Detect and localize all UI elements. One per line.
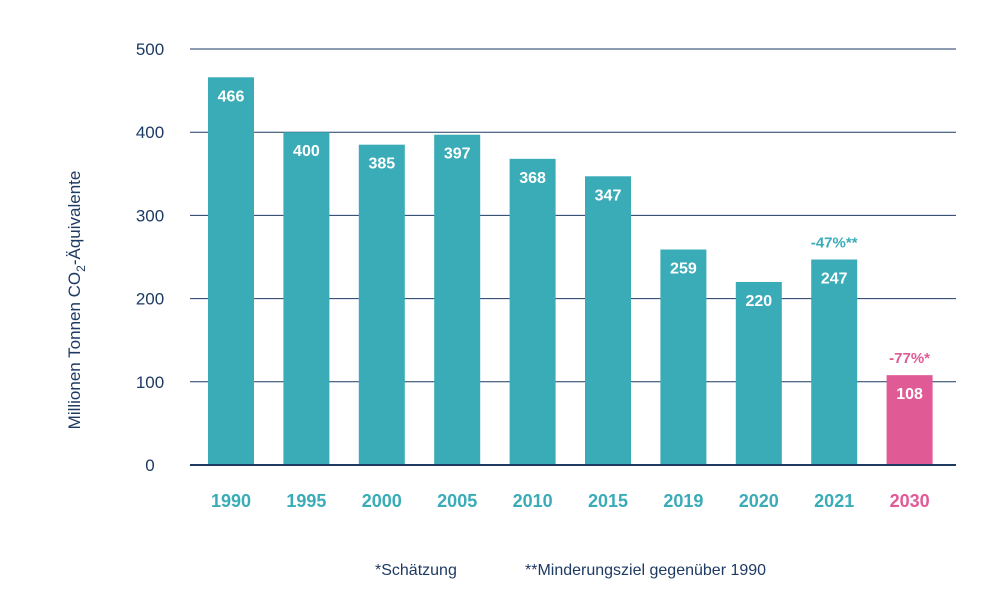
bar-2020 — [735, 281, 782, 465]
y-axis-label: Millionen Tonnen CO2-Äquivalente — [65, 171, 88, 430]
bar-2005 — [434, 134, 481, 466]
bar-2000 — [358, 144, 405, 465]
y-tick-label: 400 — [136, 123, 164, 142]
bar-2015 — [585, 176, 631, 465]
y-tick-label: 100 — [136, 373, 164, 392]
x-tick-label-2030: 2030 — [890, 491, 930, 511]
x-axis-ticks: 1990 1995 2000 2005 2010 2015 2019 2020 2021 2030 — [211, 491, 930, 511]
bar-2010 — [509, 158, 556, 465]
bar-value-label-2005: 397 — [444, 146, 471, 163]
y-axis-ticks: 0 100 200 300 400 500 — [136, 40, 164, 475]
bar-2030 — [886, 375, 933, 465]
bars — [208, 77, 933, 466]
bar-2019 — [660, 249, 707, 465]
annotation-2021: -47%** — [811, 234, 858, 251]
footnote-reduction-target: **Minderungsziel gegenüber 1990 — [525, 562, 766, 579]
x-tick-label-2019: 2019 — [663, 491, 703, 511]
y-tick-label: 300 — [136, 206, 164, 225]
footnote-estimate: *Schätzung — [375, 562, 457, 579]
y-axis-label-prefix: Millionen Tonnen CO — [65, 272, 84, 430]
bar-value-label-1990: 466 — [218, 88, 245, 105]
bar-value-label-2030: 108 — [896, 386, 923, 403]
y-tick-label: 0 — [145, 456, 154, 475]
annotation-2030: -77%* — [889, 350, 930, 367]
x-tick-label-2021: 2021 — [814, 491, 854, 511]
x-tick-label-2005: 2005 — [437, 491, 477, 511]
bar-value-label-2015: 347 — [595, 187, 622, 204]
y-tick-label: 200 — [136, 290, 164, 309]
bar-value-label-2010: 368 — [519, 170, 546, 187]
x-tick-label-1990: 1990 — [211, 491, 251, 511]
bar-2021 — [811, 259, 858, 465]
y-tick-label: 500 — [136, 40, 164, 59]
bar-value-label-2019: 259 — [670, 261, 697, 278]
y-axis-label-suffix: -Äquivalente — [65, 171, 84, 266]
x-tick-label-1995: 1995 — [286, 491, 326, 511]
bar-1995 — [283, 132, 330, 465]
bar-1990 — [208, 77, 254, 466]
bar-value-label-2000: 385 — [368, 156, 395, 173]
x-tick-label-2000: 2000 — [362, 491, 402, 511]
bar-value-label-2021: 247 — [821, 270, 848, 287]
x-tick-label-2020: 2020 — [739, 491, 779, 511]
annotations: -47%** -77%* — [811, 234, 930, 367]
x-tick-label-2010: 2010 — [513, 491, 553, 511]
bar-value-label-2020: 220 — [745, 293, 772, 310]
y-axis-label-subscript: 2 — [74, 265, 88, 272]
x-tick-label-2015: 2015 — [588, 491, 628, 511]
bar-value-labels: 466 400 385 397 368 347 259 220 247 108 — [218, 88, 923, 403]
bar-value-label-1995: 400 — [293, 143, 320, 160]
